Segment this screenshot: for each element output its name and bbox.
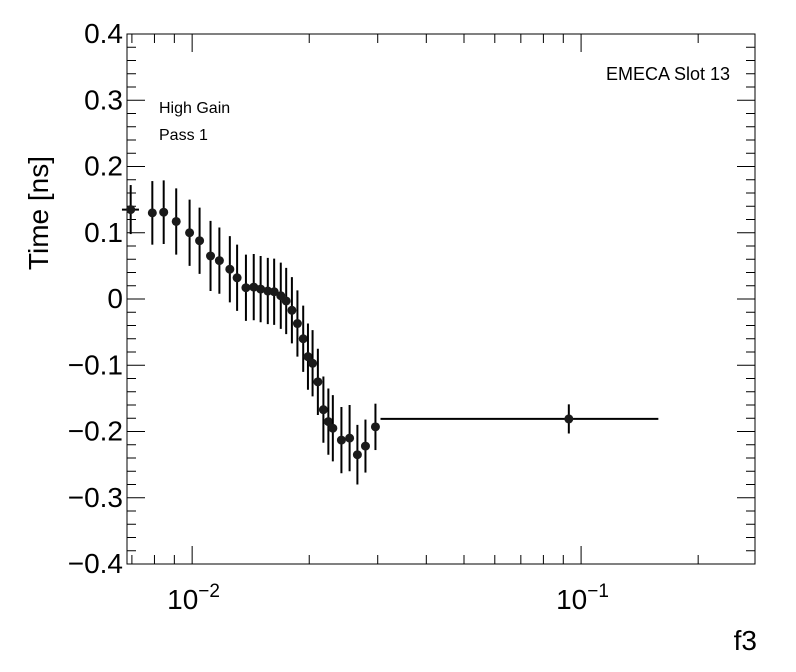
data-marker [249, 282, 259, 292]
data-point [195, 207, 205, 274]
slot-annotation: EMECA Slot 13 [606, 64, 730, 84]
data-marker [159, 207, 169, 217]
data-marker [225, 264, 235, 274]
data-point [249, 253, 259, 321]
data-marker [292, 319, 302, 329]
data-point [214, 227, 224, 294]
data-marker [318, 405, 328, 415]
data-marker [214, 256, 224, 266]
pass-annotation: Pass 1 [159, 127, 208, 144]
data-marker [147, 208, 157, 218]
data-marker [185, 228, 195, 238]
x-tick-label: 10−2 [167, 581, 220, 615]
data-marker [232, 273, 242, 283]
data-marker [345, 433, 355, 443]
data-point [303, 323, 313, 390]
data-point [292, 290, 302, 357]
data-point [318, 376, 328, 443]
data-point [380, 404, 659, 434]
data-point [298, 305, 308, 372]
y-tick-label: −0.4 [68, 548, 123, 579]
data-point [308, 330, 318, 397]
data-marker [281, 296, 291, 306]
data-point [206, 220, 216, 292]
data-point [328, 395, 338, 462]
data-marker [352, 450, 362, 460]
y-tick-label: −0.3 [68, 482, 123, 513]
data-point [185, 199, 195, 266]
data-point [241, 254, 251, 321]
y-tick-label: 0 [107, 283, 123, 314]
y-tick-labels: 0.4 0.3 0.2 0.1 0 −0.1 −0.2 −0.3 −0.4 [68, 18, 123, 579]
data-marker [171, 216, 181, 226]
data-marker [256, 284, 266, 294]
data-point [336, 406, 346, 474]
y-tick-label: 0.4 [84, 18, 123, 49]
data-marker [313, 377, 323, 387]
data-point [171, 188, 181, 255]
data-marker [241, 283, 251, 293]
data-marker [360, 441, 370, 451]
y-tick-label: 0.2 [84, 151, 123, 182]
data-marker [328, 423, 338, 433]
x-axis-label: f3 [734, 625, 757, 656]
data-marker [336, 435, 346, 445]
data-marker [564, 414, 574, 424]
data-marker [370, 422, 380, 432]
data-point [323, 388, 333, 455]
data-point [345, 405, 355, 472]
data-point [159, 180, 169, 245]
data-point [232, 244, 242, 311]
data-marker [269, 287, 279, 297]
y-tick-label: −0.2 [68, 416, 123, 447]
data-marker [308, 358, 318, 368]
data-marker [195, 236, 205, 246]
data-point [281, 267, 291, 335]
data-marker [303, 352, 313, 362]
data-marker [323, 417, 333, 427]
y-tick-label: 0.1 [84, 217, 123, 248]
y-tick-label: −0.1 [68, 349, 123, 380]
data-point [225, 236, 235, 303]
data-point [370, 403, 380, 451]
data-point [256, 255, 266, 323]
gain-annotation: High Gain [159, 100, 230, 117]
data-point [147, 181, 157, 245]
data-point [360, 419, 370, 473]
data-point [352, 424, 362, 485]
x-tick-label: 10−1 [556, 581, 609, 615]
data-marker [126, 205, 136, 215]
data-marker [206, 251, 216, 261]
data-marker [287, 305, 297, 315]
data-point [313, 348, 323, 415]
data-point [121, 185, 139, 235]
y-tick-label: 0.3 [84, 84, 123, 115]
data-point [287, 277, 297, 344]
data-marker [298, 334, 308, 344]
axis-ticks [127, 33, 755, 565]
x-tick-labels: 10−2 10−1 [167, 581, 609, 615]
data-points [121, 180, 659, 485]
y-axis-label: Time [ns] [23, 156, 54, 270]
data-point [269, 258, 279, 325]
